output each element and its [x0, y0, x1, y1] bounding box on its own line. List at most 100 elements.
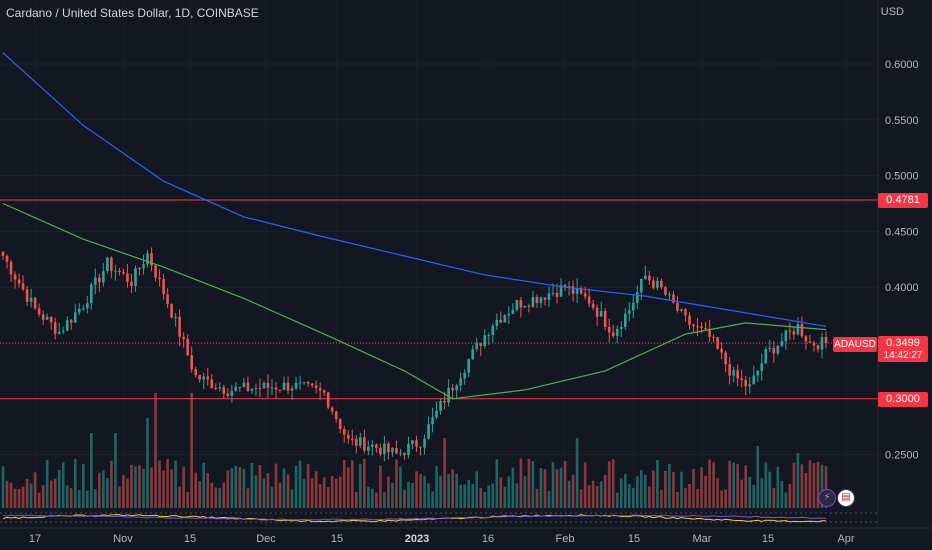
moving-average-short [2, 202, 827, 400]
volume-bar [688, 483, 691, 508]
volume-bar [274, 463, 278, 508]
volume-bar [595, 486, 599, 508]
time-axis[interactable]: 17 Nov 15 Dec 15 2023 16 Feb 15 Mar 15 Apr [29, 533, 855, 545]
candle [411, 440, 414, 449]
candle [740, 369, 743, 388]
volume-bar [764, 462, 768, 508]
candle [535, 294, 539, 308]
volume-bar [126, 478, 129, 508]
candle [122, 268, 125, 275]
volume-bar [579, 489, 583, 508]
volume-bar [648, 486, 651, 508]
volume-bar [383, 492, 386, 508]
candle [403, 452, 406, 460]
volume-bar [631, 487, 635, 508]
volume-bar [788, 483, 792, 508]
candle [684, 308, 687, 322]
volume-bar [728, 460, 731, 508]
volume-bar [523, 476, 527, 508]
candle [571, 280, 575, 302]
volume-bar [238, 467, 242, 508]
volume-bar [615, 492, 619, 508]
candle [41, 310, 45, 325]
candle [49, 316, 53, 330]
volume-bar [387, 476, 390, 508]
candle [575, 278, 579, 303]
volume-bar [94, 488, 97, 508]
horizontal-levels[interactable] [0, 199, 878, 400]
candle [491, 323, 495, 343]
candle [623, 308, 627, 330]
lightning-icon[interactable]: ⚡ [818, 489, 836, 507]
volume-bar [599, 481, 603, 508]
volume-bar [708, 459, 711, 508]
candle [65, 316, 69, 332]
candle [102, 263, 105, 287]
volume-bar [451, 469, 454, 508]
volume-bar [57, 469, 61, 508]
candle [820, 332, 824, 359]
volume-bar [748, 476, 752, 508]
oscillator-pane [0, 512, 878, 523]
us-flag-icon[interactable]: ▤ [837, 489, 855, 507]
volume-bar [134, 466, 137, 508]
candle [383, 435, 386, 462]
volume-bar [379, 465, 382, 508]
volume-bar [86, 490, 89, 508]
volume-bar [443, 438, 446, 508]
volume-bar [459, 484, 462, 508]
volume-bar [21, 486, 25, 508]
time-tick: 15 [184, 533, 196, 545]
candle [375, 443, 378, 453]
volume-bar [487, 485, 491, 508]
volume-bar [202, 462, 206, 508]
candle [250, 388, 254, 394]
volume-bar [286, 474, 290, 508]
candle [367, 440, 370, 456]
candle [423, 434, 426, 455]
countdown-badge: 14:42:27 [878, 349, 928, 362]
volume-bar [820, 464, 824, 508]
candle [660, 278, 663, 289]
volume-bar [326, 486, 330, 508]
candle [126, 264, 129, 288]
candle [214, 383, 218, 391]
candle [17, 273, 21, 288]
volume-bar [270, 486, 274, 508]
candle [290, 385, 294, 401]
volume-bar [81, 464, 85, 508]
volume-bar [664, 471, 667, 508]
candle [664, 285, 667, 297]
volume-bar [250, 463, 254, 508]
candle [363, 429, 366, 454]
volume-bar [290, 489, 294, 508]
time-tick: Feb [556, 533, 575, 545]
volume-bar [732, 462, 735, 508]
candle [37, 303, 41, 317]
volume-bar [515, 483, 519, 508]
volume-bar [539, 468, 543, 508]
candle [776, 344, 780, 356]
volume-bar [114, 433, 117, 508]
candle [631, 294, 635, 318]
volume-bar [676, 492, 679, 508]
candle [350, 429, 354, 446]
volume-bar [354, 491, 358, 508]
candle [202, 372, 206, 390]
volume-bar [531, 460, 535, 508]
candle [57, 322, 61, 335]
volume-bar [162, 470, 165, 508]
candle [656, 277, 659, 291]
candle [696, 317, 699, 336]
volume-bar [784, 492, 788, 508]
candle [712, 334, 715, 343]
candle [720, 342, 723, 360]
volume-bar [98, 472, 101, 508]
candle [234, 381, 238, 392]
volume-bar [419, 473, 422, 508]
candle [53, 317, 57, 340]
candle [61, 326, 65, 335]
candle [258, 378, 262, 398]
volume-bar [700, 467, 703, 508]
